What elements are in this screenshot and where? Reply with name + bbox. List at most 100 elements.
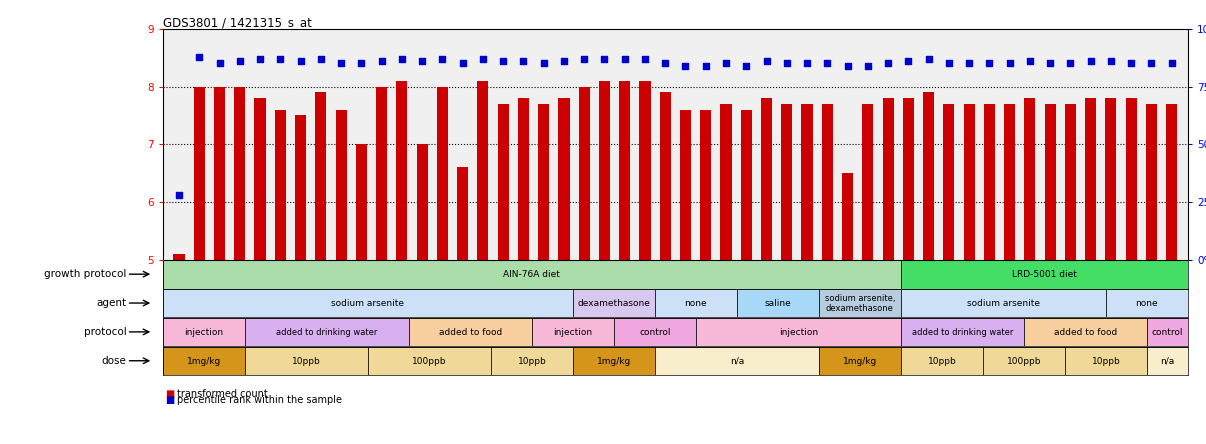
Text: added to drinking water: added to drinking water bbox=[912, 328, 1013, 337]
Bar bbox=[437, 87, 447, 260]
Point bbox=[675, 62, 695, 69]
Text: n/a: n/a bbox=[730, 357, 744, 365]
Point bbox=[1142, 60, 1161, 67]
Bar bbox=[901, 289, 1106, 317]
Point bbox=[777, 60, 796, 67]
Bar bbox=[964, 104, 974, 260]
Bar bbox=[1024, 318, 1147, 346]
Bar bbox=[163, 260, 901, 289]
Text: injection: injection bbox=[185, 328, 223, 337]
Bar bbox=[781, 104, 792, 260]
Bar bbox=[579, 87, 590, 260]
Bar bbox=[245, 318, 409, 346]
Bar bbox=[573, 289, 655, 317]
Bar bbox=[1065, 104, 1076, 260]
Bar bbox=[234, 87, 245, 260]
Bar bbox=[1085, 98, 1096, 260]
Bar bbox=[614, 318, 696, 346]
Bar bbox=[478, 81, 488, 260]
Bar bbox=[1005, 104, 1015, 260]
Text: n/a: n/a bbox=[1160, 357, 1175, 365]
Point bbox=[960, 60, 979, 67]
Bar bbox=[498, 104, 509, 260]
Point bbox=[453, 60, 473, 67]
Point bbox=[1020, 58, 1040, 65]
Bar bbox=[558, 98, 569, 260]
Point bbox=[696, 62, 715, 69]
Bar bbox=[213, 87, 226, 260]
Bar bbox=[416, 144, 428, 260]
Text: 1mg/kg: 1mg/kg bbox=[187, 357, 221, 365]
Bar bbox=[335, 110, 346, 260]
Bar bbox=[356, 144, 367, 260]
Bar bbox=[538, 104, 549, 260]
Point bbox=[371, 58, 391, 65]
Text: 100ppb: 100ppb bbox=[1007, 357, 1041, 365]
Bar bbox=[1166, 104, 1177, 260]
Text: injection: injection bbox=[779, 328, 818, 337]
Point bbox=[1122, 60, 1141, 67]
Bar bbox=[1147, 347, 1188, 375]
Point bbox=[189, 53, 209, 60]
Bar bbox=[245, 347, 368, 375]
Bar bbox=[532, 318, 614, 346]
Point bbox=[392, 56, 411, 63]
Bar bbox=[1106, 289, 1188, 317]
Bar bbox=[842, 173, 853, 260]
Point bbox=[433, 56, 452, 63]
Text: sodium arsenite: sodium arsenite bbox=[332, 299, 404, 308]
Point bbox=[838, 62, 857, 69]
Point bbox=[534, 60, 554, 67]
Point bbox=[615, 56, 634, 63]
Bar bbox=[163, 318, 245, 346]
Bar bbox=[315, 92, 327, 260]
Bar bbox=[174, 254, 185, 260]
Text: saline: saline bbox=[765, 299, 791, 308]
Bar bbox=[660, 92, 671, 260]
Point bbox=[555, 58, 574, 65]
Text: none: none bbox=[1136, 299, 1158, 308]
Bar bbox=[862, 104, 873, 260]
Point bbox=[270, 56, 289, 63]
Text: dexamethasone: dexamethasone bbox=[578, 299, 650, 308]
Bar bbox=[376, 87, 387, 260]
Point bbox=[352, 60, 371, 67]
Bar bbox=[1106, 98, 1117, 260]
Point bbox=[595, 56, 614, 63]
Point bbox=[230, 58, 250, 65]
Point bbox=[919, 56, 938, 63]
Bar bbox=[984, 104, 995, 260]
Text: growth protocol: growth protocol bbox=[45, 269, 127, 279]
Bar bbox=[901, 318, 1024, 346]
Point bbox=[1041, 60, 1060, 67]
Point bbox=[656, 60, 675, 67]
Bar bbox=[720, 104, 732, 260]
Bar bbox=[254, 98, 265, 260]
Text: sodium arsenite: sodium arsenite bbox=[967, 299, 1040, 308]
Bar bbox=[275, 110, 286, 260]
Bar bbox=[409, 318, 532, 346]
Point bbox=[514, 58, 533, 65]
Bar bbox=[901, 260, 1188, 289]
Bar bbox=[819, 347, 901, 375]
Point bbox=[251, 56, 270, 63]
Point bbox=[1101, 58, 1120, 65]
Point bbox=[797, 60, 816, 67]
Text: 100ppb: 100ppb bbox=[412, 357, 446, 365]
Bar bbox=[761, 98, 772, 260]
Bar bbox=[737, 289, 819, 317]
Bar bbox=[819, 289, 901, 317]
Point bbox=[716, 60, 736, 67]
Text: control: control bbox=[639, 328, 671, 337]
Point bbox=[878, 60, 897, 67]
Bar bbox=[983, 347, 1065, 375]
Point bbox=[757, 58, 777, 65]
Bar bbox=[599, 81, 610, 260]
Text: LRD-5001 diet: LRD-5001 diet bbox=[1012, 270, 1077, 279]
Point bbox=[818, 60, 837, 67]
Point bbox=[574, 56, 593, 63]
Bar bbox=[740, 110, 751, 260]
Bar bbox=[1125, 98, 1137, 260]
Text: agent: agent bbox=[96, 298, 127, 308]
Bar bbox=[883, 98, 894, 260]
